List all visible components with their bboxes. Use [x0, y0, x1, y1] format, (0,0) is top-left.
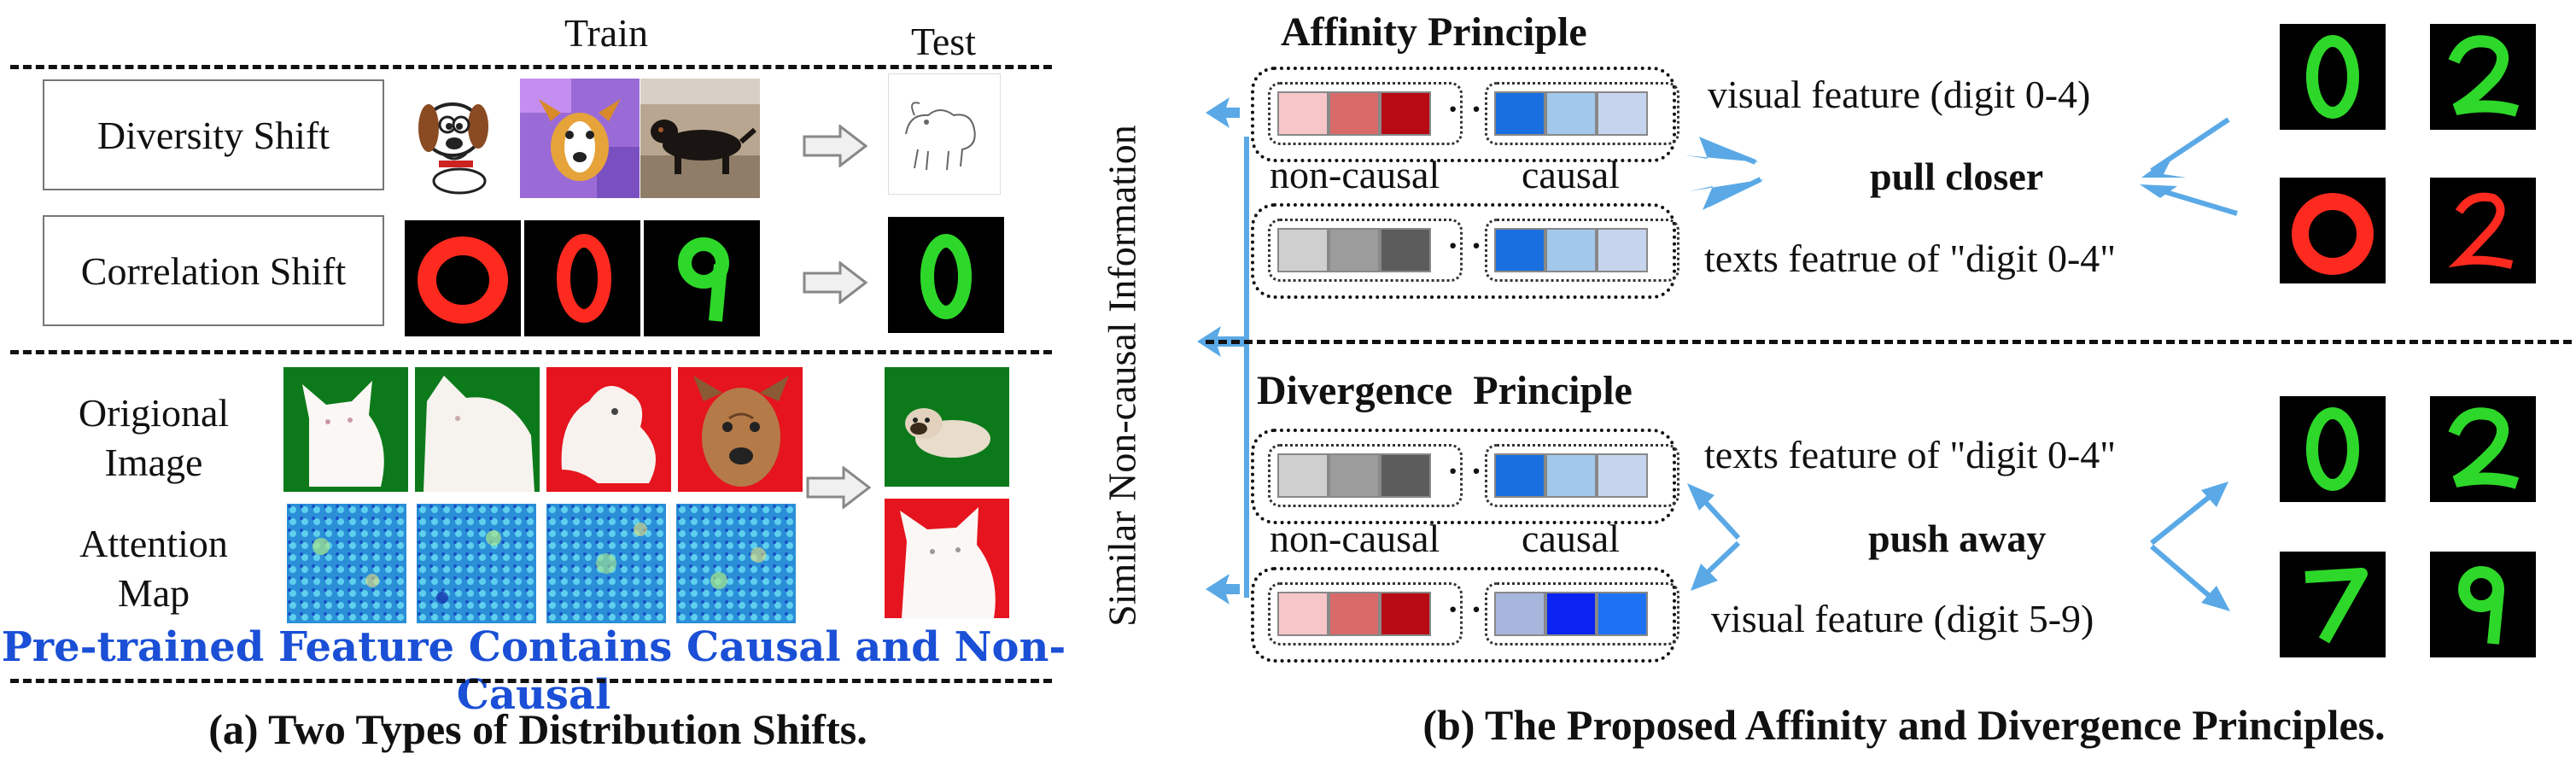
- cell-blue-b2: [1545, 592, 1597, 636]
- cell-blue-9: [1597, 453, 1648, 498]
- cell-red-1: [1277, 91, 1329, 136]
- green-digit-9: [644, 220, 760, 336]
- digit-0-green-bottom: [2280, 396, 2386, 502]
- divergence-text-label: texts feature of "digit 0-4": [1704, 433, 2117, 476]
- sketch-dog-image: [888, 73, 1001, 195]
- pull-closer-label: pull closer: [1870, 155, 2044, 198]
- original-image-label: Origional Image: [78, 391, 230, 484]
- cell-blue-4: [1494, 228, 1545, 272]
- cell-blue-8: [1545, 453, 1597, 498]
- cell-blue-b3: [1597, 592, 1648, 636]
- divergence-visual-label: visual feature (digit 5-9): [1711, 597, 2094, 640]
- diversity-shift-box: Diversity Shift: [43, 79, 384, 190]
- pull-arrows-icon: [1685, 117, 2238, 216]
- affinity-title: Affinity Principle: [1281, 9, 1587, 55]
- cell-red-4: [1277, 592, 1329, 636]
- correlation-shift-box: Correlation Shift: [43, 215, 384, 326]
- digit-7-green-bottom: [2280, 552, 2386, 657]
- affinity-visual-label: visual feature (digit 0-4): [1708, 73, 2091, 116]
- attention-map-2: [417, 504, 536, 623]
- similar-noncausal-axis-label: Similar Non-causal Information: [1100, 125, 1144, 627]
- arrow-right-icon: [803, 123, 868, 172]
- cell-red-5: [1329, 592, 1380, 636]
- digit-0-green-top: [2280, 24, 2386, 130]
- pug-green-test-image: [885, 367, 1009, 487]
- test-header: Test: [911, 20, 976, 63]
- cell-red-6: [1380, 592, 1431, 636]
- cell-gray-5: [1329, 453, 1380, 498]
- green-digit-0-test: [888, 217, 1004, 333]
- digit-2-green-top: [2430, 24, 2536, 130]
- cell-gray-4: [1277, 453, 1329, 498]
- digit-9-green-bottom: [2430, 552, 2536, 657]
- pretrained-feature-banner: Pre-trained Feature Contains Causal and …: [1, 623, 1066, 719]
- causal-label-top: causal: [1522, 153, 1620, 196]
- attention-map-1: [287, 504, 406, 623]
- cartoon-dog-image: [400, 79, 519, 198]
- divider-bottom: [10, 679, 1052, 683]
- arrow-right-icon-2: [803, 260, 868, 308]
- push-arrows-icon: [1687, 482, 2230, 611]
- attention-map-3: [546, 504, 666, 623]
- caption-b: (b) The Proposed Affinity and Divergence…: [1422, 701, 2386, 749]
- digit-0-red-top: [2280, 178, 2386, 283]
- cell-blue-2: [1545, 91, 1597, 136]
- causal-label-bottom: causal: [1522, 517, 1620, 560]
- affinity-text-feature-vector: · · ·: [1251, 203, 1679, 299]
- cell-blue-1: [1494, 91, 1545, 136]
- cell-blue-7: [1494, 453, 1545, 498]
- dachshund-photo: [640, 79, 760, 198]
- cell-blue-b1: [1494, 592, 1545, 636]
- divergence-title: Divergence Principle: [1257, 368, 1633, 413]
- cat-white-image: [415, 367, 540, 492]
- divergence-visual-feature-vector: · · ·: [1251, 567, 1679, 663]
- affinity-visual-feature-vector: · · ·: [1251, 67, 1679, 162]
- divider-right: [1206, 340, 2572, 344]
- cell-gray-3: [1380, 228, 1431, 272]
- attention-map-label: Attention Map: [79, 522, 228, 615]
- pitbull-red-image: [678, 367, 803, 492]
- non-causal-label-top: non-causal: [1270, 153, 1440, 196]
- cell-gray-2: [1329, 228, 1380, 272]
- cat-green-image: [283, 367, 408, 492]
- divider-top: [10, 65, 1052, 69]
- cell-blue-5: [1545, 228, 1597, 272]
- non-causal-label-bottom: non-causal: [1270, 517, 1440, 560]
- cell-gray-6: [1380, 453, 1431, 498]
- push-away-label: push away: [1868, 517, 2047, 560]
- digit-2-red-top: [2430, 178, 2536, 283]
- caption-a: (a) Two Types of Distribution Shifts.: [208, 705, 867, 753]
- divergence-text-feature-vector: · · ·: [1251, 429, 1679, 524]
- cell-blue-6: [1597, 228, 1648, 272]
- cell-blue-3: [1597, 91, 1648, 136]
- cell-red-3: [1380, 91, 1431, 136]
- red-digit-0-thin: [524, 220, 640, 336]
- train-header: Train: [564, 11, 648, 55]
- dog-red-image: [546, 367, 671, 492]
- arrow-right-icon-3: [806, 464, 872, 513]
- attention-map-4: [676, 504, 796, 623]
- divider-middle: [10, 350, 1052, 354]
- cell-gray-1: [1277, 228, 1329, 272]
- affinity-text-label: texts featrue of "digit 0-4": [1704, 237, 2117, 280]
- painted-dog-image: [520, 79, 640, 198]
- cell-red-2: [1329, 91, 1380, 136]
- digit-2-green-bottom: [2430, 396, 2536, 502]
- cat-red-test-image: [885, 499, 1009, 618]
- red-digit-0-bold: [405, 220, 521, 336]
